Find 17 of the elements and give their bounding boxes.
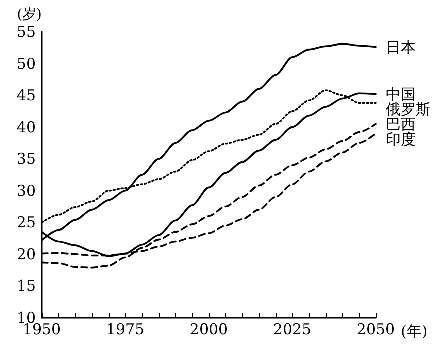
y-tick-label: 45 [16, 86, 36, 105]
x-tick-label: 2050 [356, 320, 396, 338]
series-label: 日本 [386, 38, 416, 56]
x-tick-label: 2025 [273, 320, 312, 338]
x-axis-title: (年) [400, 322, 428, 340]
y-tick-label: 30 [16, 182, 36, 200]
x-tick-label: 2000 [190, 320, 228, 338]
y-tick-label: 40 [16, 118, 36, 136]
series-label: 印度 [386, 130, 416, 148]
y-tick-label: 50 [16, 54, 36, 73]
y-tick-label: 35 [16, 150, 36, 168]
x-tick-label: 1975 [106, 320, 145, 338]
y-tick-label: 25 [16, 214, 36, 232]
y-tick-label: 55 [16, 23, 36, 41]
y-tick-label: 15 [16, 277, 36, 296]
y-axis-title: (岁) [17, 7, 42, 23]
y-tick-label: 20 [16, 245, 36, 264]
